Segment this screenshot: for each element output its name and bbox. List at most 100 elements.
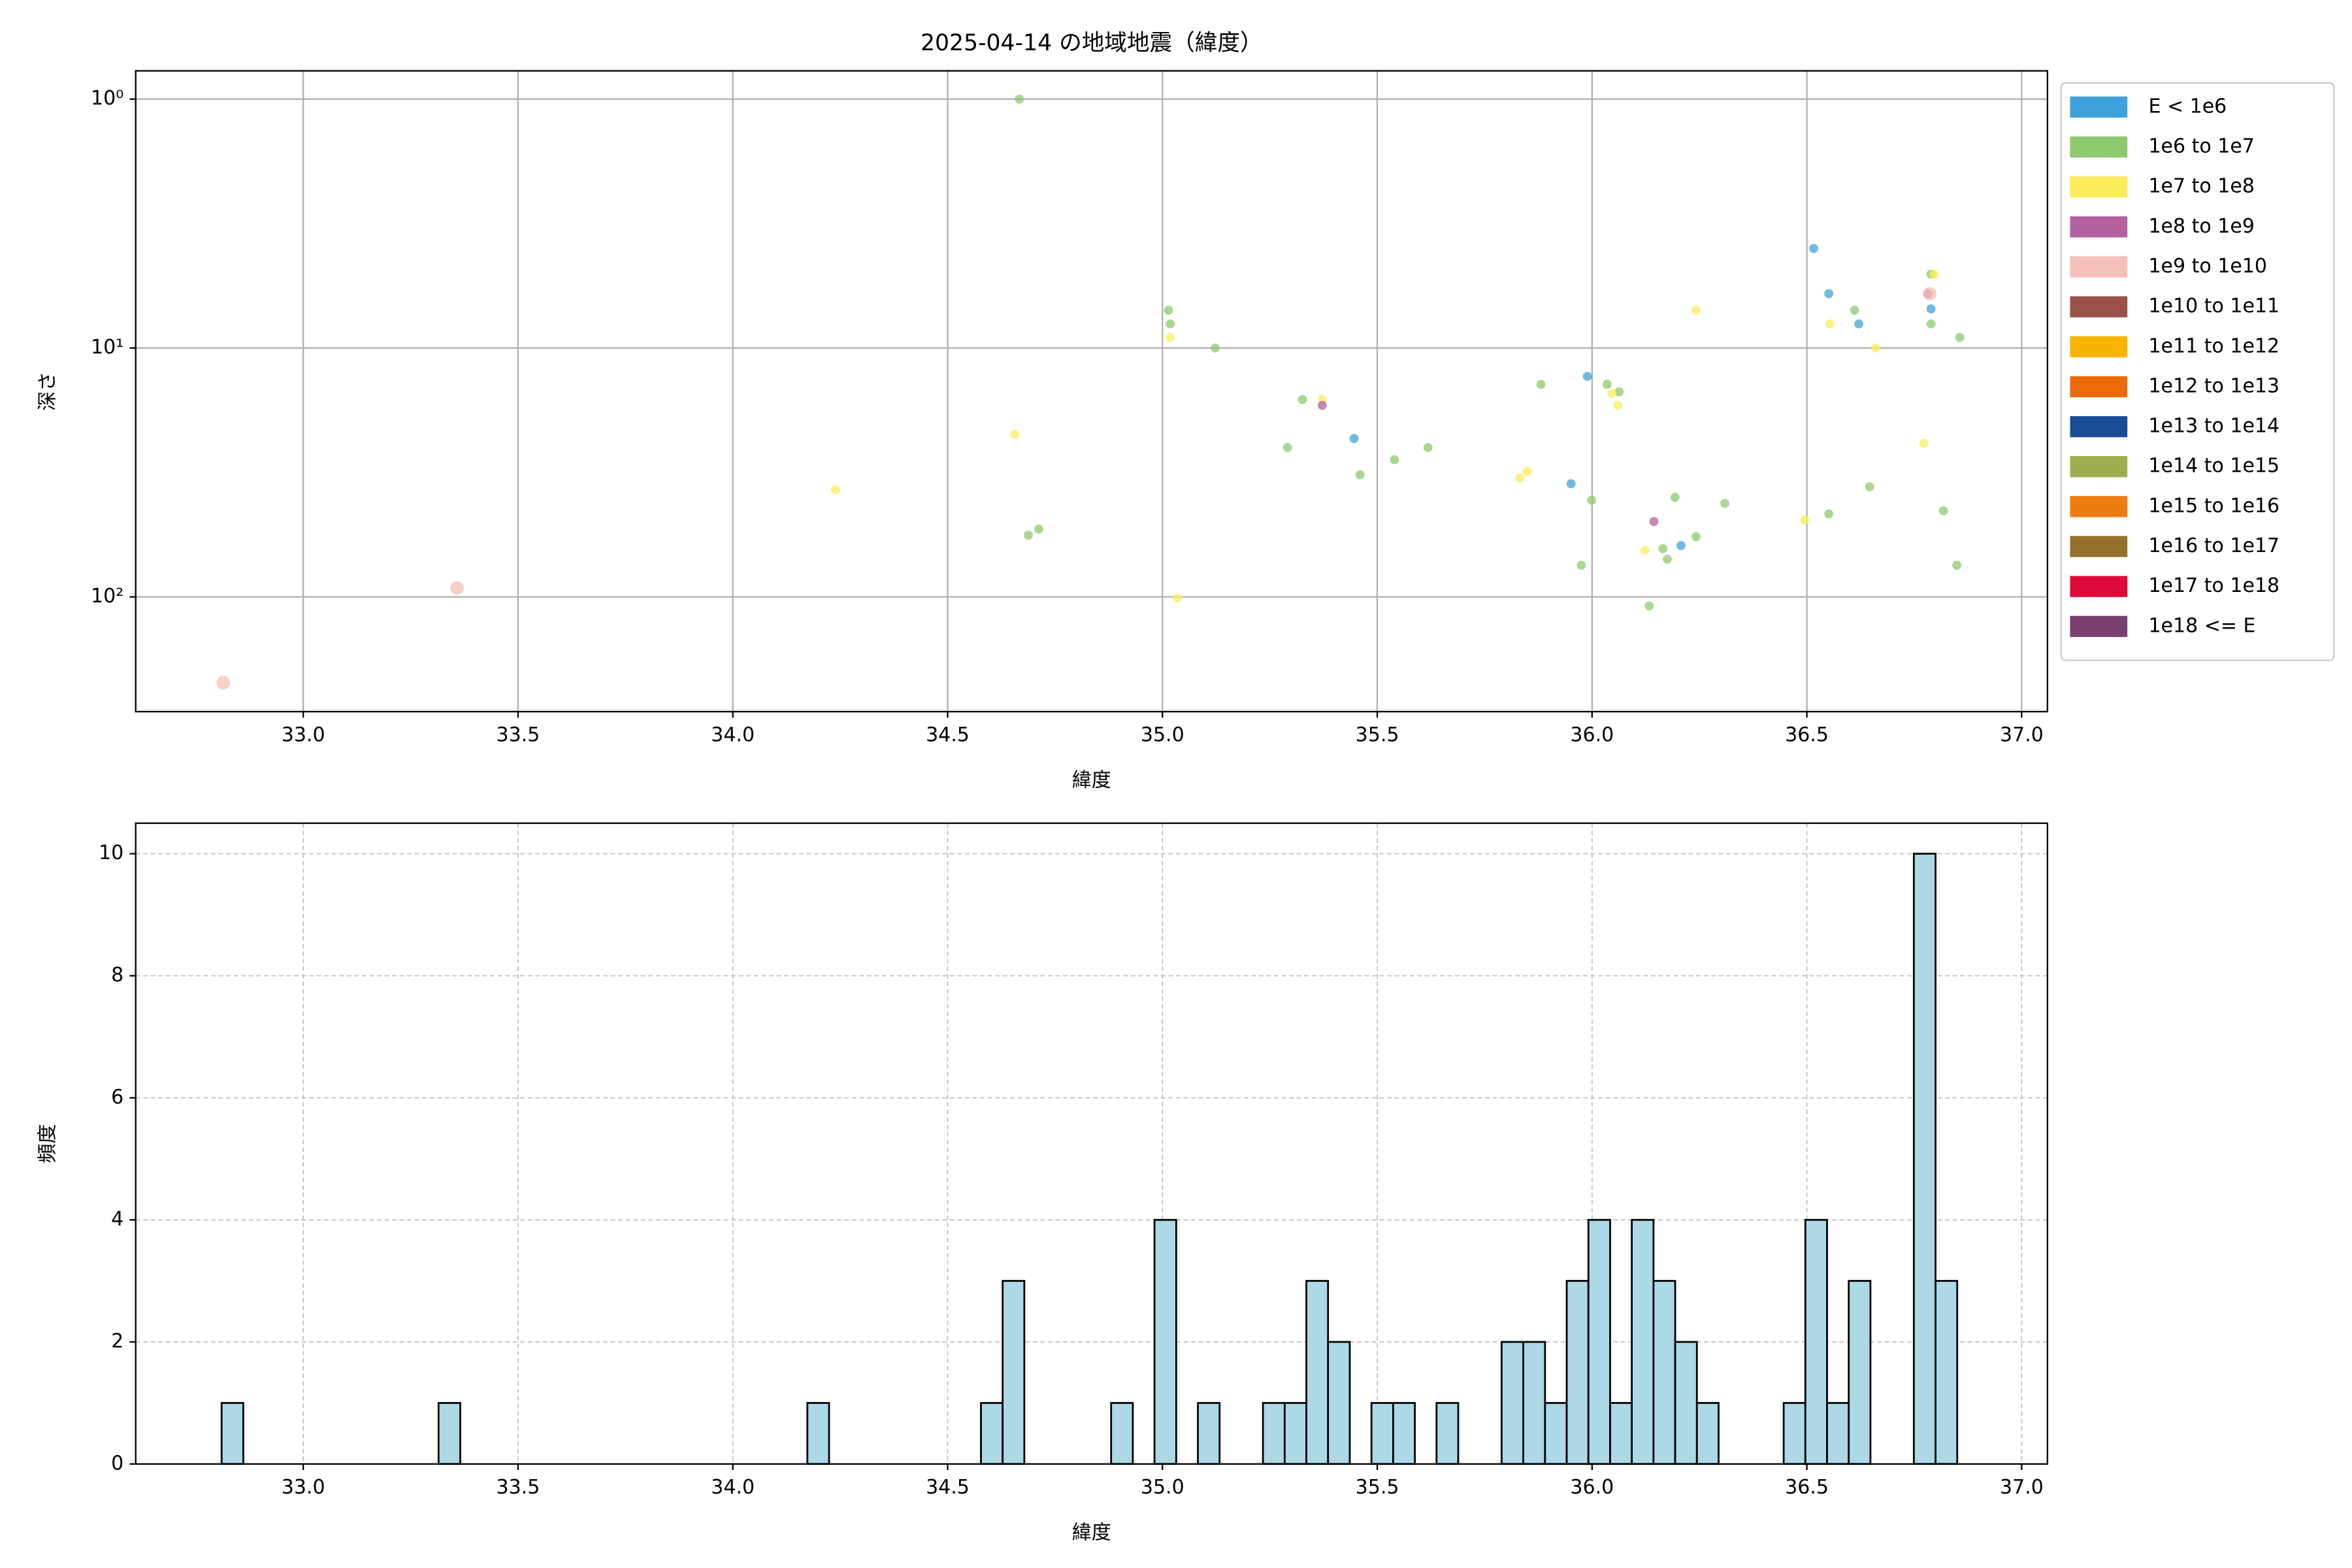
x-tick-label: 36.5 [1785, 1476, 1829, 1499]
x-tick-label: 34.5 [926, 1476, 970, 1499]
x-tick-label: 33.5 [497, 1476, 540, 1499]
scatter-point [1850, 305, 1859, 315]
scatter-point [1952, 561, 1962, 570]
x-tick-label: 33.0 [282, 1476, 325, 1499]
scatter-point [1522, 466, 1532, 476]
scatter-point [1211, 343, 1220, 353]
y-axis-label: 深さ [36, 372, 59, 411]
legend-label: 1e9 to 1e10 [2148, 255, 2267, 278]
x-axis-label: 緯度 [1072, 1521, 1111, 1544]
y-tick-label: 10¹ [91, 336, 123, 359]
legend-label: 1e10 to 1e11 [2148, 295, 2279, 318]
histogram-bar [1695, 1401, 1720, 1465]
legend-label: 1e11 to 1e12 [2148, 335, 2279, 357]
scatter-point [1317, 400, 1327, 410]
histogram-bar [1782, 1401, 1806, 1465]
histogram-bar [1609, 1401, 1633, 1465]
y-tick-label: 6 [111, 1086, 123, 1109]
legend-label: 1e7 to 1e8 [2148, 175, 2254, 198]
scatter-point [1824, 509, 1834, 519]
axes-frame [135, 822, 2048, 1465]
chart-title: 2025-04-14 の地域地震（緯度） [921, 30, 1263, 56]
histogram-bar [1804, 1218, 1828, 1465]
scatter-point [1926, 304, 1936, 314]
histogram-bar [1110, 1401, 1134, 1465]
x-tick-label: 34.0 [711, 1476, 755, 1499]
histogram-bar [220, 1401, 244, 1465]
scatter-point [1670, 493, 1680, 502]
scatter-point [1298, 395, 1307, 404]
scatter-point [216, 676, 231, 690]
legend-swatch [2070, 576, 2128, 597]
scatter-point [1423, 443, 1433, 452]
histogram-bar [1197, 1401, 1221, 1465]
histogram-bar [1153, 1218, 1177, 1465]
scatter-point [1024, 531, 1034, 540]
scatter-point [1576, 561, 1586, 570]
histogram-bar [1392, 1401, 1416, 1465]
histogram-bar [1935, 1280, 1959, 1465]
x-tick-label: 33.5 [497, 724, 540, 747]
legend-label: 1e12 to 1e13 [2148, 374, 2279, 397]
scatter-point [1865, 482, 1874, 491]
x-tick-label: 35.0 [1141, 1476, 1184, 1499]
histogram-bar [1501, 1341, 1525, 1465]
histogram-bar [1544, 1401, 1568, 1465]
legend-swatch [2070, 216, 2128, 238]
scatter-point [1613, 400, 1623, 410]
legend-swatch [2070, 615, 2128, 637]
histogram-bar [1522, 1341, 1546, 1465]
legend-label: 1e17 to 1e18 [2148, 574, 2279, 597]
histogram-bar [1327, 1341, 1351, 1465]
scatter-point [1355, 470, 1365, 480]
legend-swatch [2070, 536, 2128, 557]
scatter-point [1870, 343, 1880, 353]
scatter-point [1929, 269, 1939, 279]
legend-label: 1e18 <= E [2148, 614, 2255, 637]
x-tick-label: 35.5 [1356, 1476, 1399, 1499]
legend-label: 1e14 to 1e15 [2148, 455, 2279, 478]
scatter-point [1587, 495, 1597, 505]
legend-swatch [2070, 96, 2128, 118]
y-tick-label: 8 [111, 964, 123, 987]
x-tick-label: 36.0 [1570, 1476, 1614, 1499]
legend-swatch [2070, 496, 2128, 517]
scatter-point [1955, 333, 1965, 342]
x-tick-label: 36.5 [1785, 724, 1829, 747]
scatter-point [1034, 524, 1043, 534]
y-axis-label: 頻度 [36, 1124, 59, 1163]
scatter-point [1919, 438, 1929, 448]
histogram-bar [1631, 1218, 1655, 1465]
scatter-point [1854, 319, 1864, 329]
x-tick-label: 36.0 [1570, 724, 1614, 747]
scatter-point [1644, 601, 1654, 611]
histogram-bar [1262, 1401, 1286, 1465]
histogram-bar [1370, 1401, 1394, 1465]
scatter-point [1923, 287, 1937, 301]
scatter-point [1166, 333, 1175, 342]
scatter-point [1938, 506, 1948, 515]
histogram-bar [1912, 853, 1936, 1465]
histogram-bar [1435, 1401, 1460, 1465]
legend-swatch [2070, 176, 2128, 198]
scatter-point [1691, 532, 1701, 542]
scatter-point [1649, 517, 1659, 527]
scatter-point [1691, 305, 1701, 315]
scatter-point [1676, 541, 1686, 551]
scatter-point [1800, 515, 1810, 525]
x-axis-label: 緯度 [1072, 769, 1111, 792]
scatter-point [1582, 372, 1592, 382]
legend-label: 1e16 to 1e17 [2148, 534, 2279, 557]
histogram-bar [1283, 1401, 1307, 1465]
legend-label: 1e13 to 1e14 [2148, 415, 2279, 438]
x-tick-label: 35.5 [1356, 724, 1399, 747]
axes-frame [135, 70, 2048, 713]
scatter-point [1640, 546, 1650, 555]
histogram-bar [437, 1401, 461, 1465]
scatter-point [1282, 443, 1292, 452]
legend-swatch [2070, 136, 2128, 158]
x-tick-label: 33.0 [282, 724, 325, 747]
scatter-point [450, 581, 464, 595]
x-tick-label: 34.0 [711, 724, 755, 747]
x-tick-label: 37.0 [2000, 1476, 2044, 1499]
